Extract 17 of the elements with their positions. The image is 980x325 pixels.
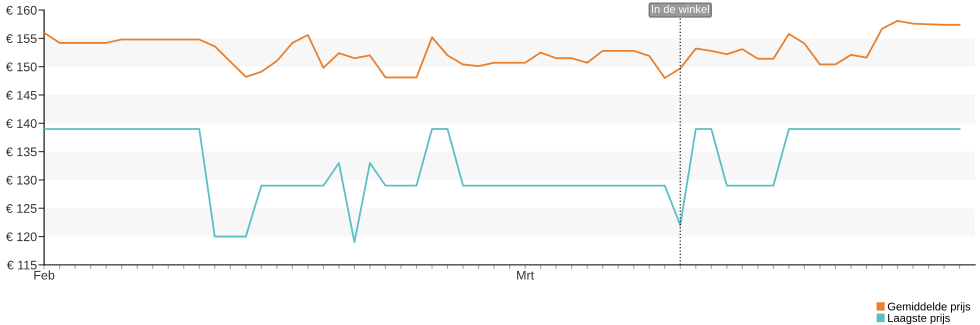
y-tick-label: € 140 (6, 119, 37, 128)
x-tick-label: Mrt (517, 270, 534, 280)
y-tick-label: € 135 (6, 147, 37, 156)
y-tick-label: € 120 (6, 232, 37, 242)
legend-label: Gemiddelde prijs (888, 302, 970, 313)
annotation: In de winkel (652, 4, 709, 14)
y-tick-label: € 130 (6, 176, 37, 185)
line-series (44, 128, 960, 244)
y-tick-label: € 160 (6, 6, 37, 15)
legend-label: Laagste prijs (888, 314, 950, 324)
x-tick-label: Feb (34, 270, 54, 280)
y-tick-label: € 155 (6, 34, 37, 44)
line-series (44, 20, 960, 79)
y-tick-label: € 145 (6, 90, 37, 100)
y-tick-label: € 125 (6, 204, 37, 213)
y-tick-label: € 115 (6, 260, 37, 270)
y-tick-label: € 150 (6, 62, 37, 72)
